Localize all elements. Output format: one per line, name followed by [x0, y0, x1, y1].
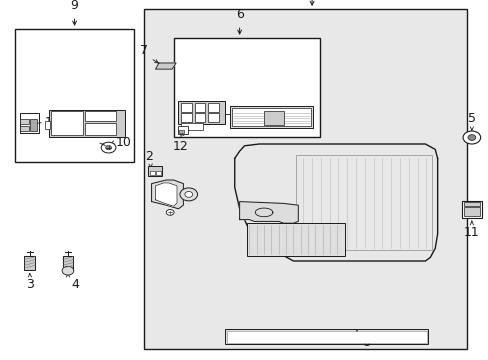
Bar	[224, 329, 427, 344]
Bar	[51, 111, 82, 135]
Bar	[181, 103, 191, 112]
Bar	[229, 106, 312, 128]
Bar	[173, 38, 320, 137]
Bar	[84, 111, 116, 121]
Circle shape	[467, 135, 475, 140]
Bar	[181, 123, 203, 130]
Bar	[45, 121, 50, 129]
Bar	[30, 119, 37, 131]
Polygon shape	[151, 180, 183, 209]
Circle shape	[105, 145, 111, 150]
Polygon shape	[155, 183, 177, 206]
Text: 6: 6	[235, 8, 243, 21]
Polygon shape	[239, 202, 298, 223]
Bar	[84, 123, 116, 135]
Bar	[463, 207, 479, 216]
Bar	[15, 29, 134, 162]
Text: 14: 14	[45, 116, 61, 129]
Bar	[181, 113, 191, 122]
Bar	[62, 256, 73, 270]
Bar	[264, 111, 283, 125]
Circle shape	[180, 188, 197, 201]
Text: 11: 11	[463, 226, 479, 239]
Bar	[194, 113, 205, 122]
Text: 3: 3	[26, 278, 34, 291]
Text: 2: 2	[144, 150, 152, 163]
Polygon shape	[155, 63, 176, 69]
Bar	[149, 171, 154, 175]
Circle shape	[166, 210, 174, 215]
Bar	[177, 126, 188, 134]
Text: 13: 13	[236, 108, 251, 121]
Bar	[178, 101, 224, 124]
Bar	[208, 113, 219, 122]
Bar	[227, 331, 426, 343]
Bar	[20, 113, 39, 133]
Bar	[463, 202, 479, 206]
Circle shape	[62, 266, 74, 275]
Bar	[231, 108, 310, 126]
Bar	[194, 103, 205, 112]
Bar	[24, 256, 35, 270]
Bar	[20, 126, 29, 131]
Text: 4: 4	[71, 278, 79, 291]
Bar	[246, 223, 344, 256]
Text: 10: 10	[116, 136, 131, 149]
Circle shape	[184, 192, 192, 197]
Bar	[49, 110, 124, 137]
Text: 8: 8	[361, 336, 369, 348]
Circle shape	[462, 131, 480, 144]
Bar	[295, 155, 431, 250]
Bar	[208, 103, 219, 112]
Bar	[179, 130, 183, 133]
Bar	[156, 171, 161, 175]
Bar	[144, 9, 466, 349]
Text: 9: 9	[70, 0, 79, 12]
Text: 7: 7	[140, 44, 148, 57]
Bar	[461, 201, 481, 218]
Text: 12: 12	[173, 140, 188, 153]
Bar	[147, 166, 162, 176]
Circle shape	[101, 142, 116, 153]
Bar	[20, 119, 29, 124]
Text: 5: 5	[467, 112, 475, 125]
